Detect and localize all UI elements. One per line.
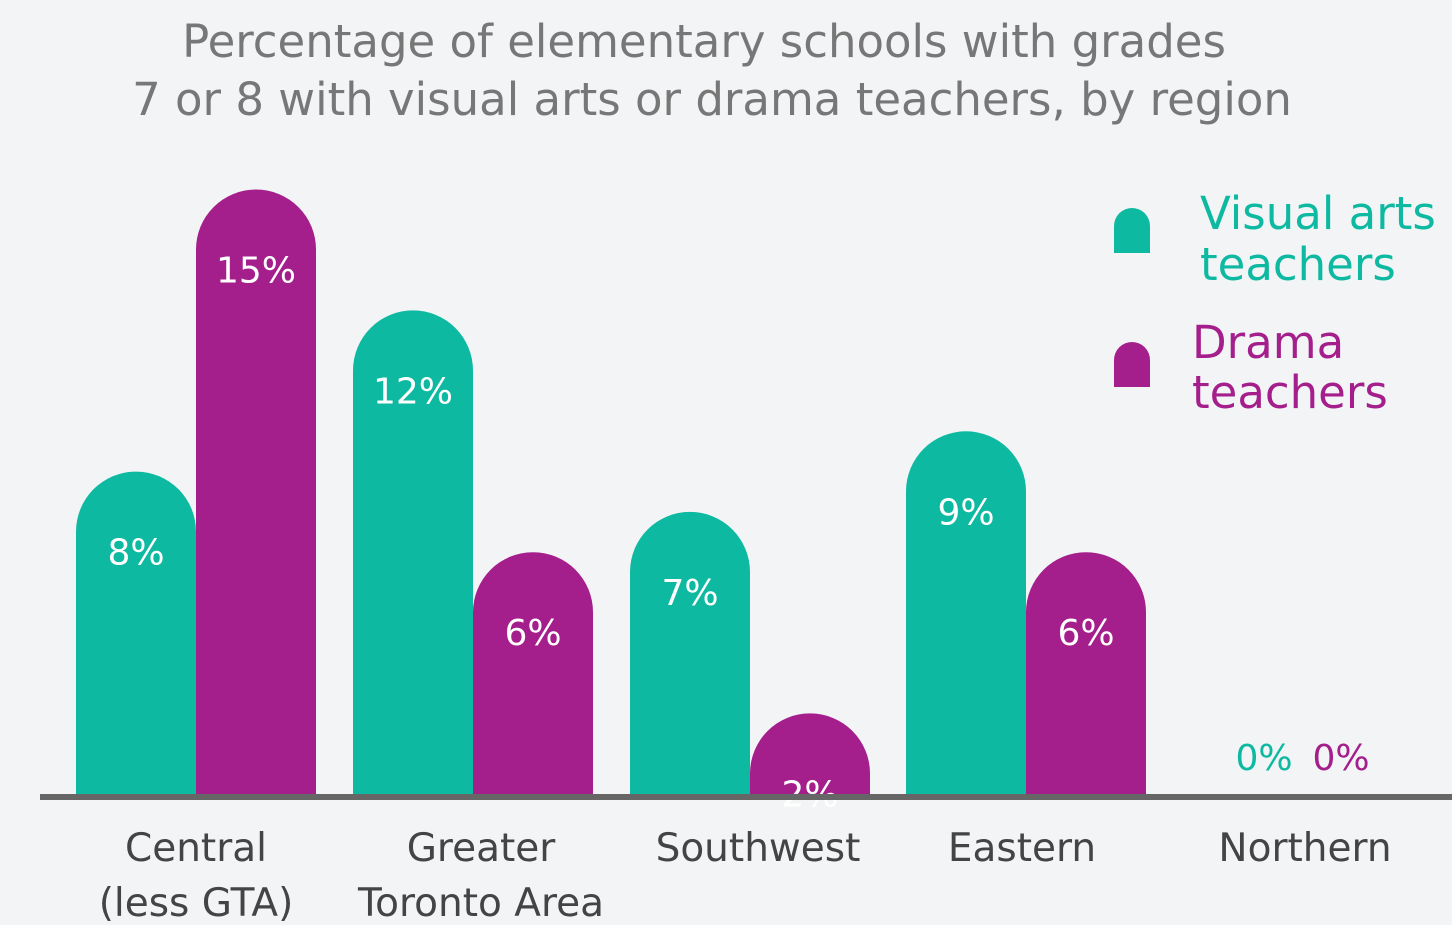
- category-label-0-line-1: (less GTA): [99, 881, 294, 925]
- value-label-series-0-cat-0: 8%: [107, 533, 164, 574]
- chart-title-line-2: 7 or 8 with visual arts or drama teacher…: [132, 73, 1292, 126]
- bar-series-0-cat-2: [630, 511, 750, 794]
- bar-series-1-cat-2: [750, 713, 870, 794]
- legend-swatch-series-0: [1114, 208, 1150, 253]
- legend-label-series-0-line-1: teachers: [1200, 238, 1396, 291]
- value-label-series-1-cat-3: 6%: [1057, 613, 1114, 654]
- legend-label-series-1-line-1: teachers: [1192, 366, 1388, 419]
- bar-series-0-cat-0: [76, 471, 196, 794]
- value-label-series-0-cat-1: 12%: [373, 371, 453, 412]
- legend-label-series-1-line-0: Drama: [1192, 316, 1344, 369]
- bar-series-0-cat-3: [906, 431, 1026, 794]
- bar-series-1-cat-0: [196, 189, 316, 795]
- category-label-0-line-0: Central: [125, 826, 267, 871]
- category-label-3-line-0: Eastern: [948, 826, 1096, 871]
- category-label-1-line-0: Greater: [407, 826, 557, 871]
- bars-group: [76, 189, 1146, 795]
- bar-series-1-cat-3: [1026, 552, 1146, 794]
- category-label-1-line-1: Toronto Area: [357, 881, 604, 925]
- category-label-2-line-0: Southwest: [656, 826, 861, 871]
- chart-title: Percentage of elementary schools with gr…: [132, 15, 1292, 126]
- bar-series-0-cat-1: [353, 310, 474, 794]
- value-label-series-1-cat-4: 0%: [1312, 738, 1369, 779]
- legend-swatch-series-1: [1114, 342, 1150, 387]
- bar-series-1-cat-1: [473, 552, 593, 794]
- value-labels-group: 8%12%7%9%0%15%6%2%6%0%: [107, 251, 1369, 816]
- chart-title-line-1: Percentage of elementary schools with gr…: [182, 15, 1226, 68]
- value-label-series-0-cat-4: 0%: [1235, 738, 1292, 779]
- value-label-series-1-cat-0: 15%: [216, 251, 296, 292]
- legend-label-series-0-line-0: Visual arts: [1200, 187, 1436, 240]
- category-labels-group: Central (less GTA) Greater Toronto Area Sout…: [99, 826, 1392, 925]
- value-label-series-1-cat-1: 6%: [504, 613, 561, 654]
- value-label-series-0-cat-2: 7%: [661, 573, 718, 614]
- value-label-series-0-cat-3: 9%: [937, 492, 994, 533]
- category-label-4-line-0: Northern: [1218, 826, 1391, 871]
